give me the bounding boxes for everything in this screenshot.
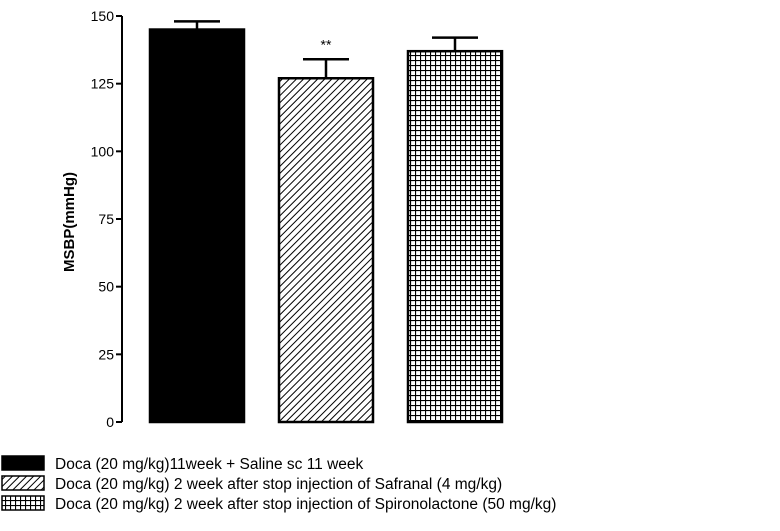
legend-item: Doca (20 mg/kg) 2 week after stop inject… xyxy=(1,475,502,493)
legend-swatch xyxy=(1,475,45,491)
y-axis-title: MSBP(mmHg) xyxy=(61,172,78,272)
y-tick-label: 125 xyxy=(91,76,115,92)
legend-label: Doca (20 mg/kg) 2 week after stop inject… xyxy=(55,496,556,513)
y-tick-label: 0 xyxy=(106,414,114,430)
significance-annotation: ** xyxy=(321,36,332,52)
legend: Doca (20 mg/kg)11week + Saline sc 11 wee… xyxy=(1,455,556,513)
legend-item: Doca (20 mg/kg)11week + Saline sc 11 wee… xyxy=(1,455,364,473)
y-tick-label: 100 xyxy=(91,143,115,159)
legend-swatch xyxy=(1,495,45,511)
y-tick-label: 150 xyxy=(91,8,115,24)
legend-label: Doca (20 mg/kg)11week + Saline sc 11 wee… xyxy=(55,456,364,473)
plot-area: ** xyxy=(148,20,504,424)
bar-1 xyxy=(148,28,246,424)
legend-item: Doca (20 mg/kg) 2 week after stop inject… xyxy=(1,495,556,513)
bar-2 xyxy=(277,77,375,424)
legend-swatch xyxy=(1,455,45,471)
y-tick-label: 25 xyxy=(98,346,114,362)
y-tick-label: 75 xyxy=(98,211,114,227)
y-axis: 0 25 50 75 100 125 150 xyxy=(91,8,123,430)
y-tick-label: 50 xyxy=(98,279,114,295)
bar-3 xyxy=(406,49,504,424)
legend-label: Doca (20 mg/kg) 2 week after stop inject… xyxy=(55,476,502,493)
